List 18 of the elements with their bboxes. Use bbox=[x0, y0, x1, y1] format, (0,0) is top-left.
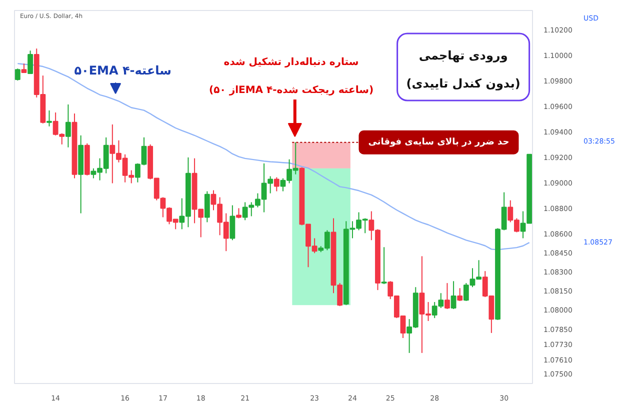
candlestick bbox=[65, 104, 71, 148]
candlestick bbox=[204, 190, 210, 223]
annotation: (بدون کندل تاییدی) bbox=[406, 76, 520, 90]
candlestick bbox=[450, 280, 456, 310]
candlestick bbox=[274, 176, 280, 192]
ref-line-label: حد ضرر در بالای سایه‌ی فوقانی bbox=[368, 137, 510, 148]
candlestick bbox=[230, 204, 236, 241]
annotation: (از ۵۰EMA ۴-ساعته ریجکت شده) bbox=[209, 85, 374, 96]
annotation: ۵۰EMA ۴-ساعته bbox=[74, 64, 172, 78]
candlestick bbox=[444, 282, 450, 310]
candlestick bbox=[14, 68, 20, 82]
candlestick bbox=[457, 288, 463, 302]
candlestick bbox=[236, 208, 242, 219]
annotation: ورودی تهاجمی bbox=[418, 48, 508, 62]
candlestick bbox=[28, 50, 34, 74]
candlestick bbox=[46, 110, 52, 127]
annotation: ستاره دنباله‌دار تشکیل شده bbox=[224, 57, 359, 68]
candlestick bbox=[381, 246, 387, 285]
